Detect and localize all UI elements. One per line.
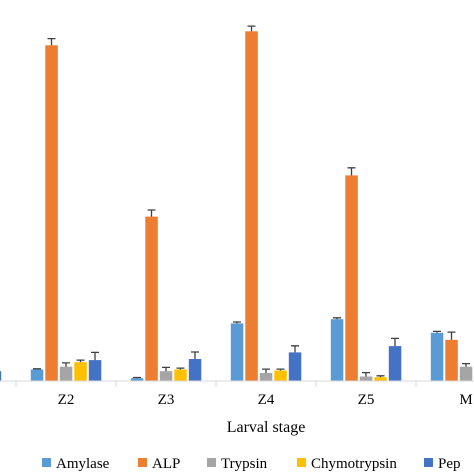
legend-swatch-chymotrypsin	[297, 458, 306, 467]
bar-chymotrypsin-z4	[274, 370, 287, 381]
error-bar-alp-z5	[347, 167, 356, 176]
error-bar-amylase-z2	[33, 368, 41, 370]
bar-trypsin-z4	[259, 373, 273, 381]
error-bar-chymotrypsin-z4	[276, 368, 285, 371]
legend-swatch-alp	[138, 458, 147, 467]
bar-pepsin-z3	[188, 359, 202, 381]
bar-trypsin-z5	[359, 376, 373, 381]
bars-group	[0, 25, 473, 382]
legend-label-trypsin: Trypsin	[221, 456, 268, 472]
bar-chymotrypsin-z2	[74, 362, 87, 381]
bar-chymotrypsin-z3	[174, 369, 187, 381]
error-bar-amylase-z3	[133, 376, 141, 379]
bar-alp-z3	[145, 216, 158, 381]
bar-pepsin-z5	[388, 346, 402, 381]
error-bar-pepsin-z3	[191, 351, 199, 359]
x-tick-label-z4: Z4	[258, 392, 275, 408]
bar-amylase-m	[430, 332, 444, 381]
bar-alp-m	[445, 339, 458, 381]
bar-pepsin-z2	[88, 360, 102, 381]
bar-trypsin-m	[459, 366, 473, 381]
x-tick-marks	[15, 381, 417, 387]
bar-amylase-z3	[130, 378, 144, 381]
legend-label-amylase: Amylase	[56, 456, 110, 472]
error-bar-chymotrypsin-z5	[376, 375, 385, 378]
bar-pepsin-z1	[0, 371, 2, 381]
error-bar-trypsin-z2	[62, 362, 70, 367]
error-bar-alp-z2	[47, 37, 56, 46]
legend-swatch-pepsin	[424, 458, 433, 467]
error-bar-pepsin-z2	[91, 351, 99, 361]
legend-swatch-trypsin	[207, 458, 216, 467]
bar-trypsin-z3	[159, 371, 173, 381]
error-bar-alp-z4	[247, 25, 256, 32]
legend: Amylase ALP Trypsin Chymotrypsin Pep	[42, 456, 461, 472]
bar-alp-z2	[45, 45, 58, 382]
error-bar-amylase-z4	[233, 321, 241, 324]
x-tick-label-z2: Z2	[58, 392, 75, 408]
legend-label-alp: ALP	[152, 456, 180, 472]
error-bar-pepsin-z5	[391, 337, 399, 347]
error-bar-trypsin-m	[462, 362, 470, 367]
bar-alp-z4	[245, 31, 258, 382]
error-bar-trypsin-z5	[362, 371, 370, 377]
x-tick-label-z5: Z5	[358, 392, 375, 408]
x-tick-label-m: M	[459, 392, 472, 408]
bar-amylase-z2	[30, 369, 44, 381]
error-bar-amylase-m	[433, 330, 441, 333]
bar-chymotrypsin-z5	[374, 377, 387, 381]
bar-trypsin-z2	[59, 366, 73, 381]
legend-label-chymotrypsin: Chymotrypsin	[311, 456, 397, 472]
bar-alp-z5	[345, 175, 358, 381]
error-bar-chymotrypsin-z2	[76, 359, 85, 363]
error-bar-alp-z3	[147, 209, 156, 217]
x-tick-label-z3: Z3	[158, 392, 175, 408]
x-tick-labels: Z2 Z3 Z4 Z5 M	[58, 392, 473, 408]
legend-label-pepsin: Pep	[438, 456, 461, 472]
bar-pepsin-z4	[288, 352, 302, 381]
legend-swatch-amylase	[42, 458, 51, 467]
x-axis-title: Larval stage	[227, 419, 306, 436]
error-bar-alp-m	[447, 331, 456, 340]
error-bar-trypsin-z3	[162, 366, 170, 372]
error-bar-pepsin-z4	[291, 345, 299, 353]
bar-amylase-z4	[230, 323, 244, 381]
bar-amylase-z5	[330, 319, 344, 381]
error-bar-amylase-z5	[333, 317, 341, 320]
error-bar-chymotrypsin-z3	[176, 367, 185, 370]
error-bar-trypsin-z4	[262, 368, 270, 373]
